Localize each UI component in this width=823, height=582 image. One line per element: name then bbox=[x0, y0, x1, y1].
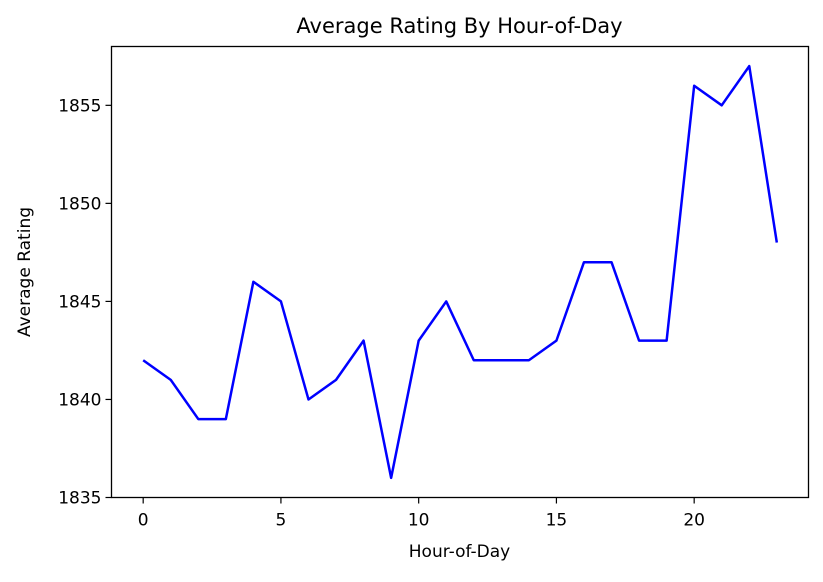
x-tick-label: 0 bbox=[138, 511, 149, 531]
plot-area bbox=[143, 66, 777, 478]
y-tick-label: 1855 bbox=[58, 96, 101, 116]
plot-frame bbox=[112, 47, 809, 498]
y-tick-label: 1845 bbox=[58, 292, 101, 312]
x-tick-label: 15 bbox=[546, 511, 568, 531]
chart-title: Average Rating By Hour-of-Day bbox=[296, 14, 622, 38]
y-tick-label: 1850 bbox=[58, 194, 101, 214]
y-tick-label: 1840 bbox=[58, 390, 101, 410]
series-line-0 bbox=[143, 66, 777, 478]
x-tick-label: 10 bbox=[408, 511, 430, 531]
y-tick-label: 1835 bbox=[58, 489, 101, 509]
y-axis-ticks: 1835 1840 1845 1850 1855 bbox=[58, 96, 111, 508]
x-axis-label: Hour-of-Day bbox=[409, 542, 510, 562]
x-tick-label: 5 bbox=[276, 511, 287, 531]
x-axis-ticks: 0 5 10 15 20 bbox=[138, 498, 705, 531]
x-tick-label: 20 bbox=[683, 511, 705, 531]
y-axis-label: Average Rating bbox=[15, 207, 35, 337]
